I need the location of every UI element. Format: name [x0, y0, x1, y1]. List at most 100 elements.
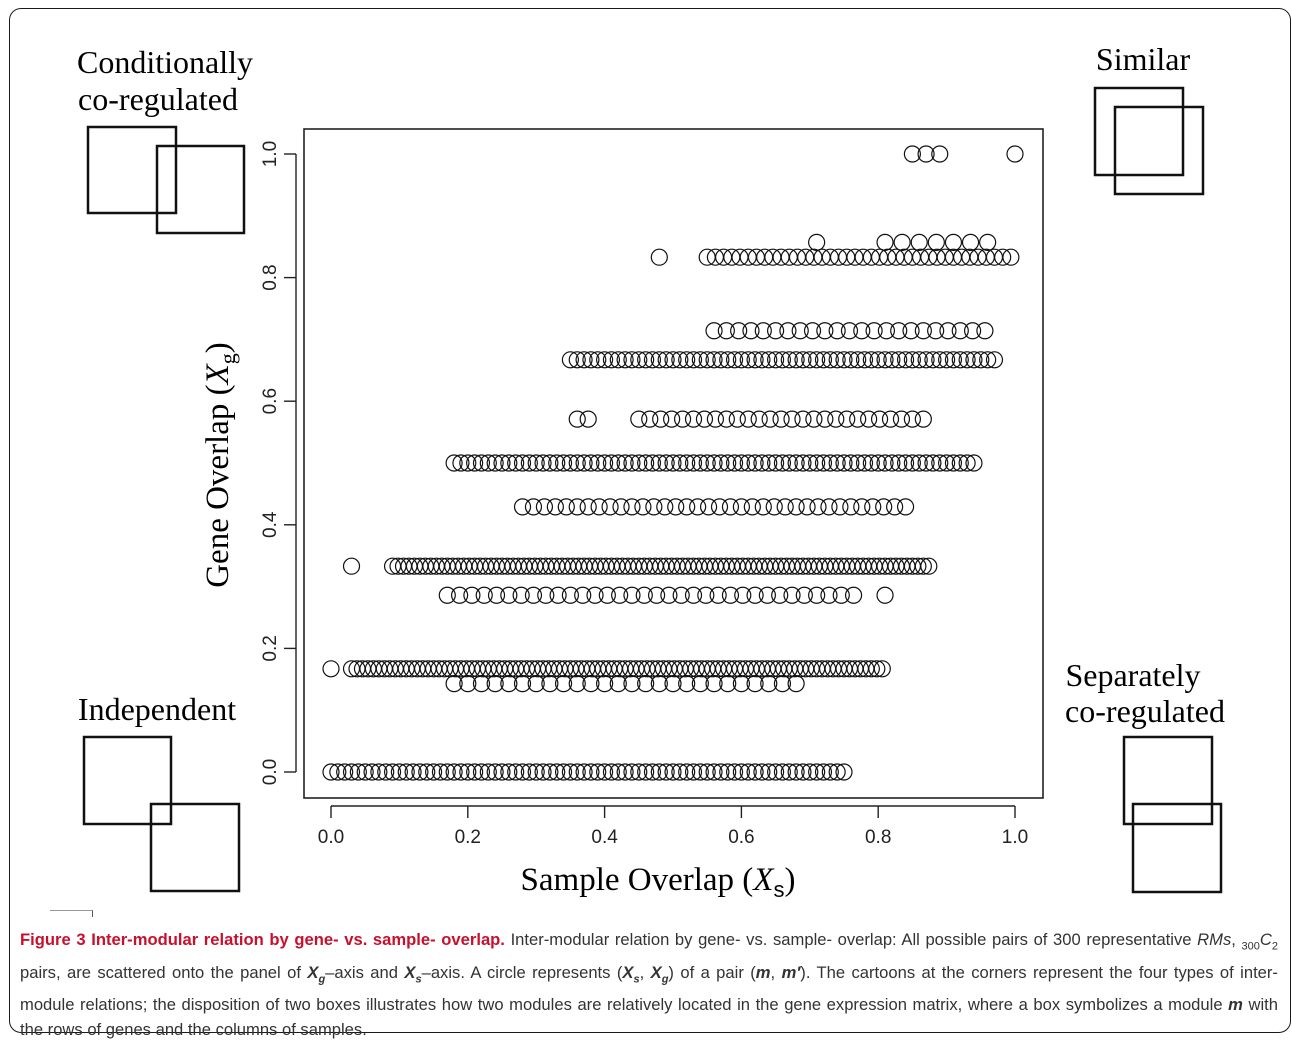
label-conditionally-2: co-regulated: [78, 81, 238, 117]
module-box-a: [1093, 86, 1185, 177]
caption-rms: RMs: [1197, 930, 1232, 949]
data-point: [582, 351, 600, 369]
data-point: [979, 351, 997, 369]
data-point: [554, 675, 573, 693]
caption-var-sub: g: [661, 972, 669, 985]
data-point: [527, 454, 545, 472]
data-point: [820, 586, 838, 604]
data-point: [821, 351, 839, 369]
data-point: [910, 233, 928, 251]
data-point: [689, 498, 707, 516]
data-point: [336, 763, 354, 781]
data-point: [561, 763, 580, 781]
data-point: [890, 322, 908, 340]
data-point: [705, 322, 723, 340]
data-point: [835, 763, 853, 781]
data-point: [725, 454, 744, 472]
data-point: [844, 586, 863, 604]
data-point: [766, 763, 785, 781]
data-point: [914, 322, 932, 340]
data-point: [486, 454, 504, 472]
data-point: [732, 498, 751, 516]
data-point: [568, 351, 586, 369]
data-point: [705, 351, 723, 369]
data-point: [753, 351, 771, 369]
data-point: [787, 675, 805, 693]
data-point: [910, 351, 928, 369]
data-point: [486, 763, 504, 781]
data-point: [958, 454, 976, 472]
data-point: [678, 454, 696, 472]
data-point: [828, 351, 846, 369]
data-point: [616, 351, 634, 369]
data-point: [893, 233, 911, 251]
data-point: [418, 763, 436, 781]
data-point: [705, 675, 723, 693]
data-point: [568, 454, 586, 472]
data-point: [794, 410, 812, 428]
data-point: [650, 763, 668, 781]
data-point: [787, 351, 805, 369]
data-point: [750, 410, 768, 428]
data-point: [805, 410, 823, 428]
data-point: [869, 351, 887, 369]
data-point: [924, 351, 942, 369]
data-point: [475, 586, 493, 604]
data-point: [697, 586, 715, 604]
x-tick-label: 0.0: [318, 827, 344, 848]
data-point: [630, 454, 648, 472]
data-point: [927, 322, 945, 340]
data-point: [951, 351, 969, 369]
data-point: [808, 351, 826, 369]
data-point: [855, 454, 874, 472]
data-point: [876, 351, 894, 369]
data-point: [709, 586, 727, 604]
data-point: [450, 586, 469, 604]
data-point: [438, 586, 456, 604]
x-tick-label: 0.2: [455, 827, 481, 848]
data-point: [575, 763, 593, 781]
caption-text: ) of a pair (: [668, 962, 756, 982]
data-point: [500, 675, 518, 693]
data-point: [746, 586, 764, 604]
data-point: [612, 498, 630, 516]
label-separately-2: co-regulated: [1065, 693, 1225, 729]
data-point: [985, 351, 1004, 369]
data-point: [842, 498, 860, 516]
data-point: [349, 763, 367, 781]
caption-c: C: [1259, 930, 1272, 949]
data-point: [609, 763, 627, 781]
data-point: [771, 586, 789, 604]
data-point: [890, 454, 908, 472]
data-point: [773, 454, 792, 472]
data-point: [637, 763, 655, 781]
data-point: [554, 454, 573, 472]
data-point: [524, 498, 543, 516]
data-point: [438, 763, 456, 781]
data-point: [835, 351, 853, 369]
data-point: [643, 454, 662, 472]
data-point: [1006, 145, 1024, 163]
data-point: [721, 498, 740, 516]
data-point: [602, 763, 621, 781]
data-point: [896, 351, 915, 369]
data-point: [730, 322, 748, 340]
caption-text: –axis and: [325, 962, 398, 982]
data-point: [541, 763, 559, 781]
data-point: [537, 586, 555, 604]
data-point: [609, 454, 627, 472]
data-point: [549, 586, 567, 604]
data-point: [524, 586, 543, 604]
module-box-a: [86, 125, 178, 215]
data-point: [719, 351, 737, 369]
x-tick-label: 0.6: [728, 827, 754, 848]
data-point: [937, 454, 956, 472]
data-point: [691, 351, 709, 369]
caption-var: X: [622, 962, 634, 982]
data-point: [896, 498, 915, 516]
data-point: [479, 454, 497, 472]
data-point: [828, 454, 846, 472]
data-point: [776, 498, 794, 516]
caption-text: with the rows of genes and the columns o…: [20, 995, 1278, 1040]
data-point: [903, 145, 922, 163]
